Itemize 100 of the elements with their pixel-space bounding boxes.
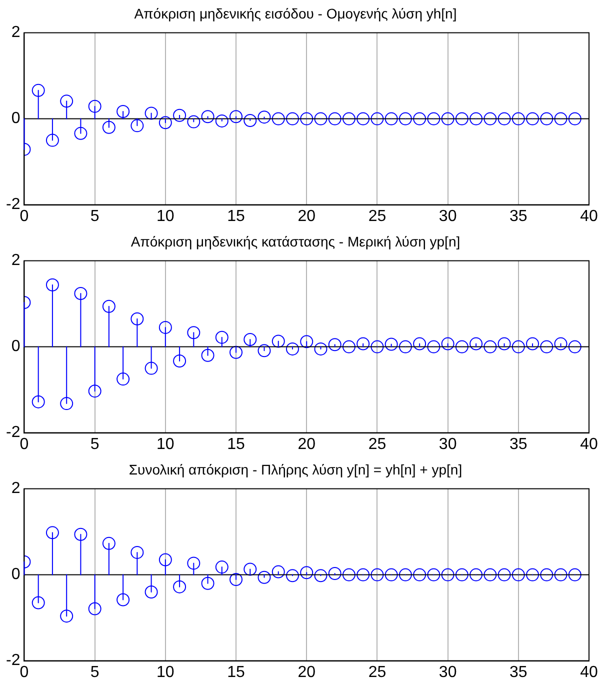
point xyxy=(328,338,342,352)
point xyxy=(258,570,271,584)
x-tick-label: 15 xyxy=(227,664,246,681)
x-tick-label: 20 xyxy=(298,664,316,681)
point xyxy=(272,565,285,578)
x-tick-label: 10 xyxy=(156,436,174,453)
point xyxy=(286,112,299,126)
point xyxy=(60,397,74,410)
point xyxy=(130,546,144,559)
point xyxy=(187,556,200,570)
point xyxy=(258,110,271,124)
point xyxy=(398,112,412,126)
y-tick-label: 2 xyxy=(11,480,20,498)
x-tick-label: 15 xyxy=(227,436,246,453)
point xyxy=(88,384,102,398)
point xyxy=(413,337,426,350)
point xyxy=(74,286,88,300)
point xyxy=(102,300,116,313)
point xyxy=(356,568,370,582)
x-tick-label: 35 xyxy=(510,664,528,681)
y-tick-label: 0 xyxy=(11,566,20,584)
point xyxy=(441,568,454,582)
point xyxy=(130,119,144,132)
point xyxy=(300,112,314,126)
x-tick-label: 40 xyxy=(580,436,598,453)
chart-title: Απόκριση μηδενικής κατάστασης - Μερική λύση yp[n] xyxy=(130,233,460,250)
point xyxy=(158,553,172,566)
point xyxy=(512,112,525,126)
point xyxy=(512,340,525,354)
point xyxy=(173,108,186,122)
point xyxy=(328,567,342,580)
x-tick-label: 20 xyxy=(298,208,316,225)
x-tick-label: 25 xyxy=(368,208,386,225)
point xyxy=(314,569,328,582)
point xyxy=(398,340,412,354)
point xyxy=(201,348,214,362)
y-tick-label: -2 xyxy=(6,652,20,670)
point xyxy=(342,568,356,582)
x-tick-label: 30 xyxy=(438,664,457,681)
point xyxy=(342,340,356,354)
point xyxy=(498,568,511,582)
x-tick-label: 35 xyxy=(510,436,528,453)
point xyxy=(470,112,483,126)
point xyxy=(342,112,356,126)
point xyxy=(568,340,582,354)
point xyxy=(201,576,214,590)
point xyxy=(470,568,483,582)
point xyxy=(46,526,59,540)
chart-title: Απόκριση μηδενικής εισόδου - Ομογενής λύση yh[n] xyxy=(134,5,457,22)
chart-title: Συνολική απόκριση - Πλήρης λύση y[n] = yh[n] + yp[n] xyxy=(128,461,462,478)
point xyxy=(370,568,384,582)
point xyxy=(74,528,88,541)
point xyxy=(568,112,582,126)
point xyxy=(102,536,116,550)
y-tick-label: -2 xyxy=(6,196,20,214)
point xyxy=(201,110,214,124)
point xyxy=(32,84,45,97)
point xyxy=(356,337,370,350)
point xyxy=(540,568,554,582)
point xyxy=(484,112,497,126)
point xyxy=(441,337,454,350)
point xyxy=(144,106,158,120)
point xyxy=(328,112,342,126)
x-tick-label: 15 xyxy=(227,208,246,225)
point xyxy=(230,573,243,586)
point xyxy=(272,334,285,348)
point xyxy=(484,340,497,354)
point xyxy=(32,395,45,408)
x-tick-label: 5 xyxy=(90,208,100,225)
point xyxy=(286,569,299,582)
point xyxy=(187,115,200,128)
y-tick-label: 0 xyxy=(11,338,20,356)
y-tick-label: -2 xyxy=(6,424,20,442)
point xyxy=(554,568,568,582)
point xyxy=(413,568,426,582)
point xyxy=(526,568,540,582)
point xyxy=(244,562,257,576)
point xyxy=(300,335,314,348)
point xyxy=(102,120,116,134)
point xyxy=(46,278,59,292)
point xyxy=(512,568,525,582)
point xyxy=(427,112,440,126)
point xyxy=(116,104,130,118)
point xyxy=(554,112,568,126)
x-tick-label: 30 xyxy=(438,208,457,225)
point xyxy=(470,337,483,350)
point xyxy=(60,94,74,108)
point xyxy=(498,112,511,126)
y-tick-label: 2 xyxy=(11,24,20,42)
point xyxy=(300,566,314,580)
point xyxy=(427,568,440,582)
point xyxy=(215,330,228,344)
x-tick-label: 30 xyxy=(438,436,457,453)
point xyxy=(32,596,45,610)
point xyxy=(88,100,102,113)
point xyxy=(116,593,130,606)
x-tick-label: 40 xyxy=(580,208,598,225)
x-tick-label: 5 xyxy=(90,664,100,681)
point xyxy=(244,114,257,128)
point xyxy=(370,112,384,126)
